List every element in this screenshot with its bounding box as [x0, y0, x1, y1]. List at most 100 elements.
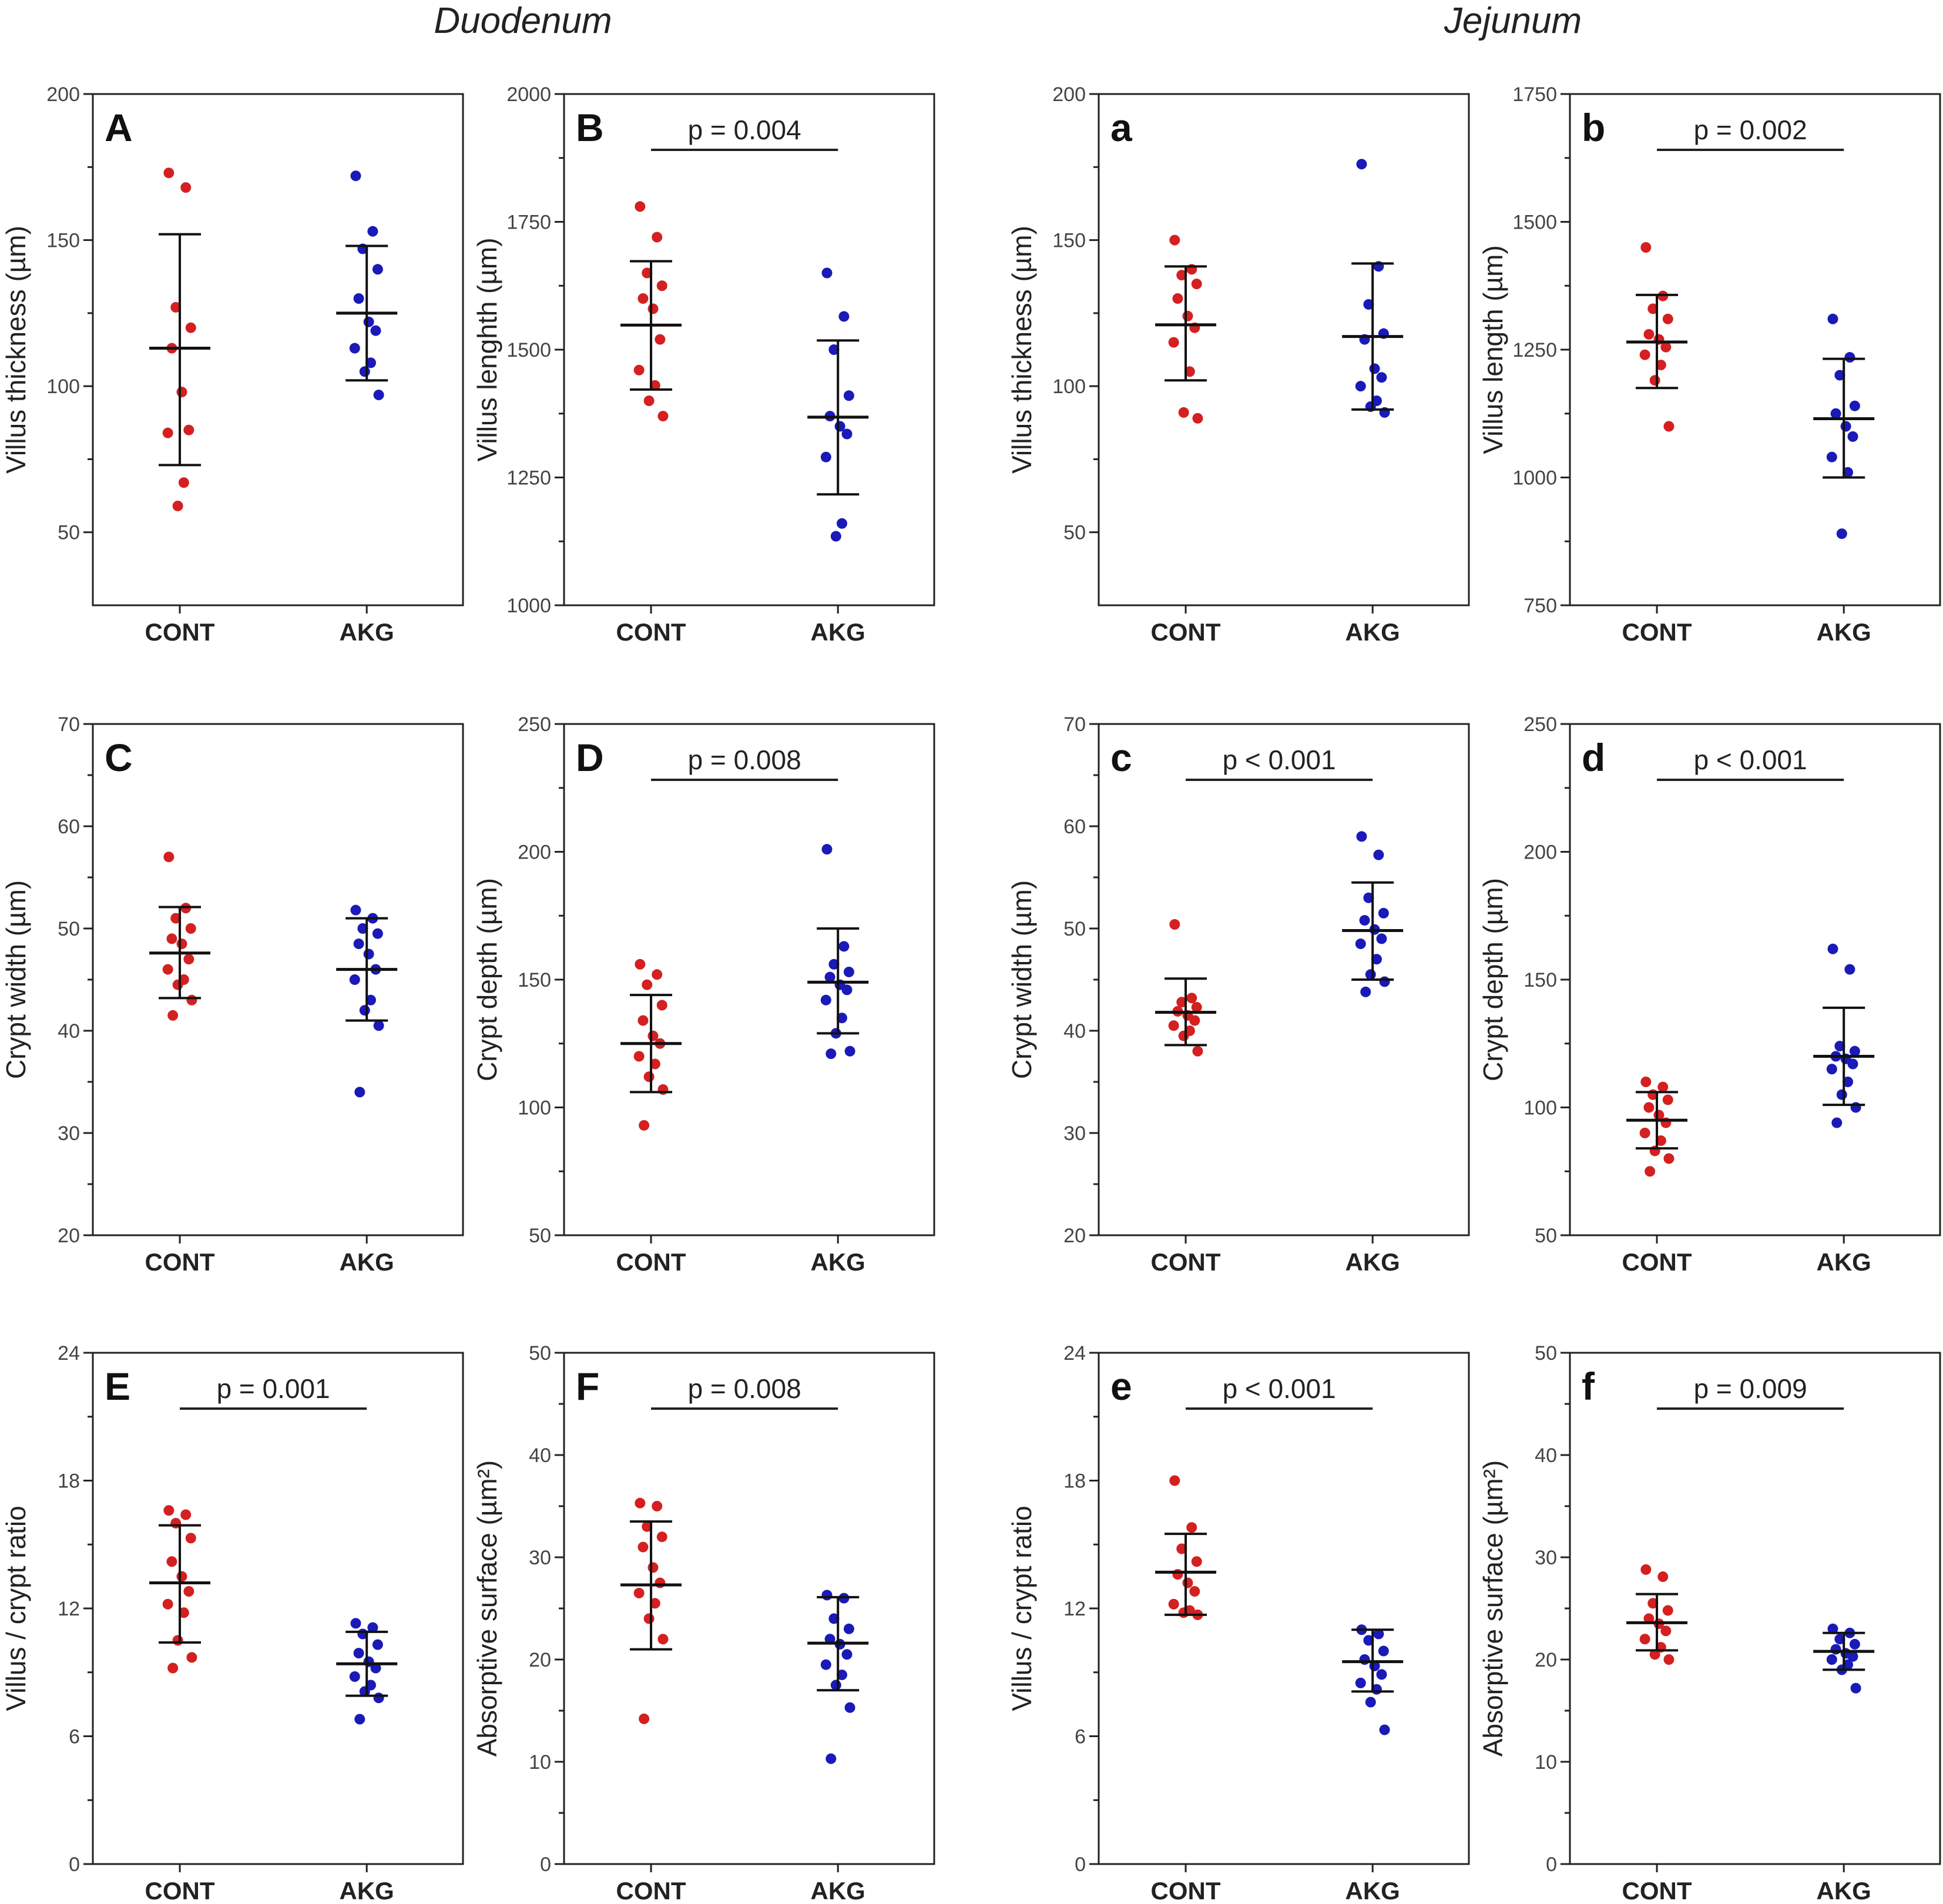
panel-D-frame [563, 723, 935, 1236]
panel-a-cont-point-3 [1191, 279, 1202, 290]
panel-b-cont-point-3 [1662, 313, 1673, 324]
panel-f-akg-point-2 [1834, 1634, 1845, 1645]
panel-f-frame [1569, 1352, 1941, 1865]
panel-A-cont-point-9 [172, 500, 183, 511]
panel-f-ytick-label-0: 0 [1546, 1853, 1557, 1876]
panel-D-cont-point-1 [652, 969, 663, 980]
panel-e-cont-point-2 [1176, 1543, 1187, 1554]
panel-C-akg-point-4 [353, 938, 364, 950]
panel-A-akg-point-0 [350, 170, 361, 182]
panel-E-akg-point-6 [370, 1662, 381, 1674]
panel-A-akg-point-10 [373, 390, 384, 401]
panel-C-ytick-label-4: 60 [58, 816, 80, 838]
panel-d-cont-point-1 [1657, 1081, 1669, 1092]
panel-B-xlabel-cont: CONT [616, 618, 686, 646]
panel-A-ytick-label-2: 150 [46, 230, 80, 252]
panel-b-akg-point-7 [1826, 451, 1837, 462]
panel-B-akg-point-7 [820, 451, 831, 462]
panel-A-cont-point-5 [176, 387, 187, 398]
panel-B-cont-point-8 [649, 380, 660, 391]
panel-F-akg-point-2 [828, 1613, 840, 1624]
panel-E-cont-point-5 [176, 1571, 187, 1582]
panel-F-ytick-label-5: 50 [529, 1342, 551, 1365]
panel-F-cont-point-0 [635, 1497, 646, 1509]
panel-f-akg-point-0 [1827, 1623, 1838, 1634]
panel-F-cont-point-5 [647, 1562, 659, 1573]
panel-E-cont-point-9 [172, 1635, 183, 1646]
panel-e-ytick-label-4: 24 [1063, 1342, 1086, 1365]
panel-B-ytick-label-4: 2000 [506, 83, 551, 106]
panel-F-cont-point-8 [649, 1598, 660, 1609]
panel-c-akg-point-6 [1376, 933, 1387, 944]
panel-C-cont-point-2 [170, 913, 182, 924]
panel-b-cont-point-6 [1660, 341, 1672, 353]
panel-B-ylabel: Villus lenghth (µm) [472, 237, 502, 461]
panel-F-akg-point-0 [821, 1590, 833, 1601]
panel-d-akg-point-7 [1826, 1064, 1837, 1075]
panel-D-ytick-label-0: 50 [529, 1225, 551, 1247]
panel-b-cont-point-9 [1649, 375, 1660, 386]
panel-d-akg-point-6 [1847, 1058, 1858, 1070]
panel-D-cont-point-0 [635, 958, 646, 970]
panel-C-cont-point-9 [172, 979, 183, 990]
panel-e-cont-point-6 [1189, 1586, 1200, 1597]
panel-c-letter: c [1110, 736, 1132, 779]
panel-e-cont-point-0 [1169, 1475, 1180, 1486]
panel-B-frame [563, 93, 935, 606]
panel-F-cont-point-10 [657, 1634, 669, 1645]
panel-B-ytick-label-0: 1000 [506, 595, 551, 617]
panel-d-akg-point-3 [1849, 1045, 1860, 1057]
panel-b-ytick-label-3: 1500 [1512, 212, 1557, 234]
panel-e-akg-point-10 [1379, 1724, 1390, 1735]
panel-A-ytick-label-3: 200 [46, 83, 80, 106]
panel-c-ytick-label-4: 60 [1063, 816, 1086, 838]
section-title-duodenum: Duodenum [434, 1, 612, 41]
panel-d-akg-point-0 [1827, 943, 1838, 954]
panel-E-ytick-label-3: 18 [58, 1470, 80, 1493]
panel-a-cont-point-8 [1184, 366, 1195, 377]
panel-d-ytick-label-3: 200 [1523, 842, 1557, 864]
panel-B-akg-point-6 [841, 428, 853, 440]
panel-d-akg-point-2 [1834, 1041, 1845, 1052]
panel-D-akg-point-7 [820, 994, 831, 1005]
panel-B-xlabel-akg: AKG [811, 618, 865, 646]
panel-A-letter: A [105, 106, 133, 149]
panel-D-cont-point-9 [643, 1071, 655, 1082]
panel-E-cont-point-7 [162, 1598, 173, 1610]
panel-b-akg-point-0 [1827, 313, 1838, 324]
panel-b-akg-point-6 [1847, 431, 1858, 442]
panel-C-cont-point-11 [167, 1010, 179, 1021]
panel-E-ytick-label-1: 6 [69, 1726, 80, 1748]
panel-C-cont-point-3 [185, 923, 196, 934]
panel-a-cont-point-0 [1169, 234, 1180, 246]
panel-E-xlabel-cont: CONT [145, 1877, 215, 1904]
panel-D-cont-point-3 [656, 1000, 667, 1011]
panel-C-cont-point-10 [186, 994, 197, 1005]
panel-c-akg-point-10 [1379, 976, 1390, 987]
panel-b-frame [1569, 93, 1941, 606]
panel-D-ytick-label-3: 200 [518, 842, 551, 864]
panel-c-ytick-label-5: 70 [1063, 713, 1086, 736]
panel-E-akg-point-10 [373, 1692, 384, 1704]
panel-B-ytick-label-3: 1750 [506, 212, 551, 234]
panel-f-akg-point-4 [1830, 1644, 1841, 1655]
panel-b-cont-point-10 [1663, 421, 1674, 432]
panel-d-xlabel-akg: AKG [1817, 1248, 1871, 1276]
panel-B-cont-point-9 [643, 395, 655, 406]
panel-a-ytick-label-0: 50 [1063, 522, 1086, 544]
panel-c-xlabel-cont: CONT [1151, 1248, 1221, 1276]
panel-f-ytick-label-4: 40 [1535, 1444, 1557, 1467]
panel-D-cont-point-8 [649, 1058, 660, 1070]
panel-b-akg-point-8 [1843, 467, 1853, 478]
panel-B-cont-point-7 [633, 364, 645, 376]
panel-F-xlabel-akg: AKG [811, 1877, 865, 1904]
panel-d-akg-point-11 [1831, 1117, 1843, 1128]
panel-C-akg-point-9 [359, 1005, 370, 1016]
panel-B-akg-point-8 [837, 518, 847, 529]
panel-B-cont-point-10 [657, 411, 669, 422]
panel-A-ytick-label-1: 100 [46, 376, 80, 398]
panel-a-cont-point-9 [1178, 407, 1189, 418]
panel-F-xlabel-cont: CONT [616, 1877, 686, 1904]
panel-D-akg-point-6 [841, 984, 853, 995]
